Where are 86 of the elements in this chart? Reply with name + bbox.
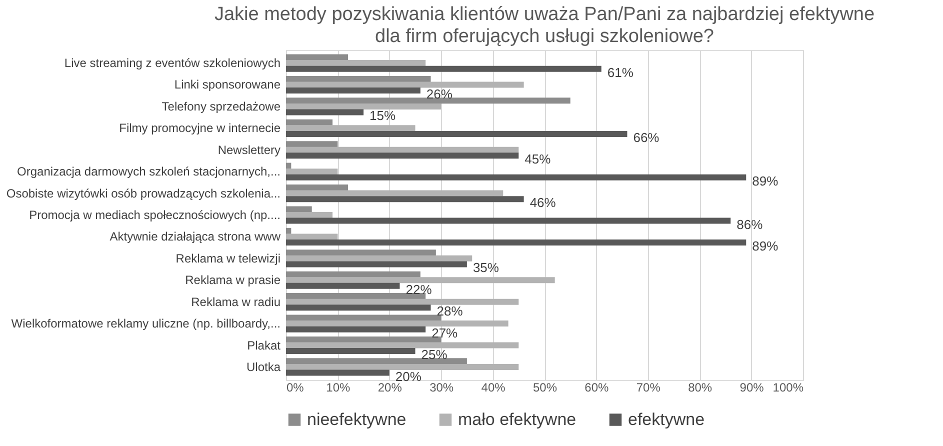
bar bbox=[286, 206, 312, 212]
bar bbox=[286, 130, 628, 137]
x-tick-label: 60% bbox=[584, 380, 610, 394]
bar bbox=[286, 218, 731, 224]
bar bbox=[286, 320, 508, 327]
bar bbox=[286, 293, 426, 300]
bar bbox=[286, 184, 348, 190]
bar bbox=[286, 261, 467, 268]
y-tick-label: Organizacja darmowych szkoleń stacjonarnych,... bbox=[17, 164, 280, 179]
bar bbox=[286, 255, 472, 262]
data-label: 89% bbox=[752, 173, 779, 188]
bar bbox=[286, 174, 746, 180]
bar bbox=[286, 125, 416, 132]
bar bbox=[286, 212, 333, 218]
y-tick-label: Reklama w telewizji bbox=[176, 251, 280, 266]
bar bbox=[286, 342, 519, 348]
bar bbox=[286, 271, 420, 278]
bar bbox=[286, 88, 420, 94]
bar bbox=[286, 168, 338, 175]
x-tick-label: 100% bbox=[772, 380, 804, 394]
bar bbox=[286, 196, 524, 202]
data-label: 66% bbox=[633, 130, 660, 145]
bar bbox=[286, 277, 555, 284]
y-tick-label: Linki sponsorowane bbox=[174, 78, 281, 92]
y-tick-label: Reklama w prasie bbox=[185, 273, 281, 288]
bar bbox=[286, 60, 426, 66]
bar bbox=[286, 103, 442, 110]
bar bbox=[286, 141, 338, 148]
x-tick-label: 40% bbox=[481, 380, 506, 394]
bar bbox=[286, 240, 746, 246]
y-tick-label: Aktywnie działająca strona www bbox=[110, 230, 281, 244]
bar bbox=[286, 364, 519, 370]
bar bbox=[286, 119, 333, 126]
data-label: 15% bbox=[370, 108, 396, 124]
bar bbox=[286, 190, 504, 196]
bar bbox=[286, 282, 400, 289]
y-tick-label: Ulotka bbox=[246, 360, 281, 374]
bar bbox=[286, 358, 467, 364]
data-label: 26% bbox=[426, 86, 453, 102]
x-tick-label: 30% bbox=[430, 380, 454, 394]
y-tick-label: Telefony sprzedażowe bbox=[162, 99, 281, 114]
chart-title: Jakie metody pozyskiwania klientów uważa Pan/Pani za najbardziej efektywne dla firm oferujących usługi szkoleniowe? bbox=[214, 4, 875, 47]
data-label: 28% bbox=[436, 304, 464, 319]
bar bbox=[286, 54, 348, 60]
data-label: 22% bbox=[406, 282, 432, 297]
data-label: 45% bbox=[524, 152, 552, 167]
y-tick-label: Promocja w mediach społecznościowych (np.... bbox=[29, 208, 280, 222]
x-tick-label: 80% bbox=[688, 380, 712, 394]
bar bbox=[286, 314, 442, 321]
bar bbox=[286, 98, 570, 104]
bar bbox=[286, 370, 390, 376]
legend-label: mało efektywne bbox=[458, 410, 576, 429]
x-tick-label: 10% bbox=[326, 380, 351, 394]
data-label: 61% bbox=[607, 64, 634, 80]
bar bbox=[286, 82, 524, 88]
data-label: 86% bbox=[736, 216, 764, 232]
data-label: 27% bbox=[432, 325, 458, 340]
legend-label: efektywne bbox=[628, 410, 705, 429]
y-tick-label: Filmy promocyjne w internecie bbox=[119, 121, 281, 136]
bar bbox=[286, 336, 442, 342]
bar bbox=[286, 234, 338, 240]
y-tick-label: Osobiste wizytówki osób prowadzących szkolenia... bbox=[6, 186, 280, 200]
data-label: 35% bbox=[472, 260, 500, 276]
x-tick-label: 70% bbox=[636, 380, 661, 394]
bar bbox=[286, 152, 519, 159]
bar bbox=[286, 66, 602, 72]
x-tick-label: 90% bbox=[740, 380, 764, 394]
bar bbox=[286, 348, 416, 354]
x-tick-label: 50% bbox=[532, 380, 558, 394]
y-tick-label: Plakat bbox=[247, 338, 282, 352]
data-label: 89% bbox=[752, 238, 779, 254]
bar bbox=[286, 304, 431, 311]
y-tick-label: Wielkoformatowe reklamy uliczne (np. billboardy,... bbox=[11, 316, 280, 331]
x-tick-label: 0% bbox=[286, 380, 304, 394]
y-tick-label: Reklama w radiu bbox=[191, 294, 280, 309]
bar bbox=[286, 109, 364, 116]
data-label: 46% bbox=[530, 195, 556, 210]
bar bbox=[286, 326, 426, 332]
bar bbox=[286, 76, 431, 82]
data-label: 25% bbox=[421, 347, 448, 362]
legend-label: nieefektywne bbox=[307, 410, 406, 429]
y-tick-label: Newslettery bbox=[218, 142, 280, 157]
bar bbox=[286, 146, 519, 153]
y-tick-label: Live streaming z eventów szkoleniowych bbox=[64, 56, 280, 70]
bar bbox=[286, 250, 436, 256]
bar bbox=[286, 298, 519, 305]
